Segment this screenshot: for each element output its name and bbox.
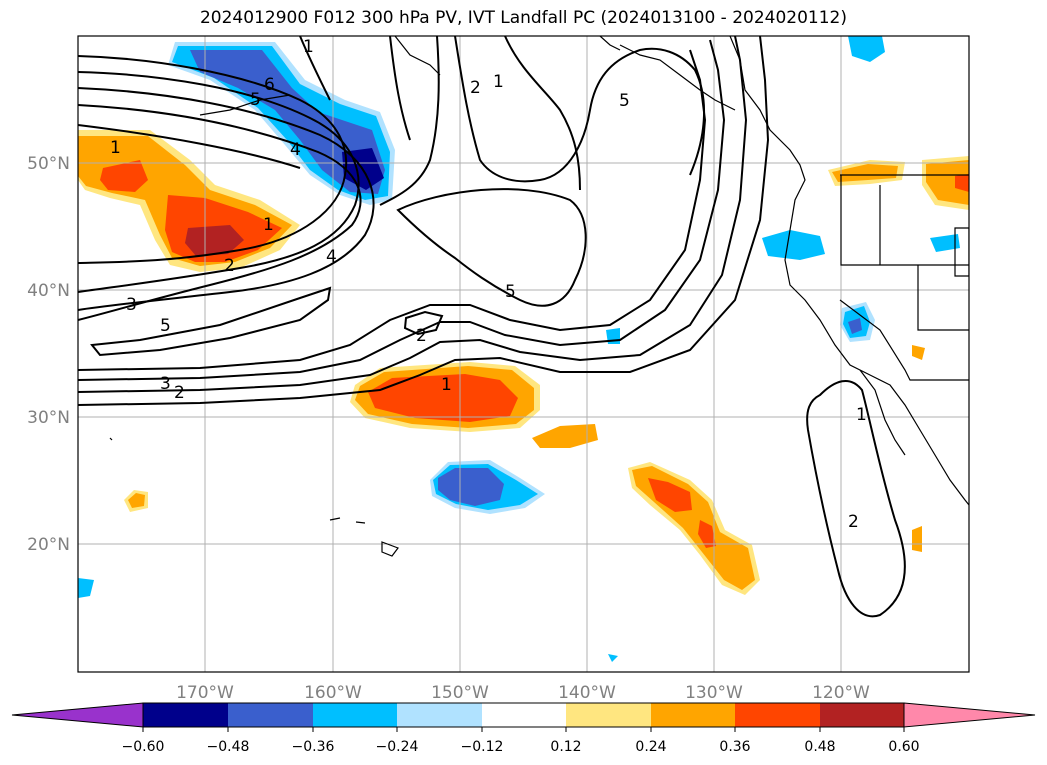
colorbar-segment <box>482 703 566 727</box>
negative-anomaly-small-north <box>848 36 885 62</box>
colorbar-segment <box>313 703 397 727</box>
lon-tick: 150°W <box>431 683 489 703</box>
colorbar-tick-label: −0.60 <box>122 739 165 755</box>
negative-anomaly-hawaii <box>430 460 545 514</box>
positive-anomaly-southeast <box>628 462 760 595</box>
colorbar-tick-label: 0.60 <box>888 739 919 755</box>
lon-tick: 160°W <box>304 683 362 703</box>
contour-label: 2 <box>174 383 185 403</box>
contour-label: 1 <box>856 405 867 425</box>
pv-contour-labels: 1 6 5 4 1 2 4 3 5 1 2 3 2 1 5 2 1 5 1 2 <box>110 37 867 532</box>
longitude-labels: 170°W 160°W 150°W 140°W 130°W 120°W <box>176 683 870 703</box>
pv-contours <box>78 36 906 618</box>
colorbar-extend-high <box>903 702 1036 728</box>
colorbar-tick-label: 0.24 <box>635 739 666 755</box>
contour-label: 2 <box>470 78 481 98</box>
colorbar: −0.60 −0.48 −0.36 −0.24 −0.12 0.12 0.24 … <box>11 702 1036 755</box>
contour-label: 1 <box>110 138 121 158</box>
map-title: 2024012900 F012 300 hPa PV, IVT Landfall… <box>199 8 847 28</box>
contour-label: 1 <box>303 37 314 57</box>
lat-tick: 50°N <box>27 154 70 174</box>
colorbar-tick-label: −0.24 <box>376 739 419 755</box>
coastlines <box>109 36 969 557</box>
map-frame <box>77 35 970 673</box>
contour-label: 1 <box>263 215 274 235</box>
colorbar-segment <box>651 703 735 727</box>
contour-label: 1 <box>441 375 452 395</box>
lat-tick: 30°N <box>27 408 70 428</box>
lon-tick: 140°W <box>558 683 616 703</box>
lon-tick: 170°W <box>176 683 234 703</box>
lon-tick: 120°W <box>812 683 870 703</box>
contour-label: 5 <box>619 91 630 111</box>
colorbar-extend-low <box>11 702 144 728</box>
contour-label: 5 <box>505 282 516 302</box>
contour-label: 6 <box>264 75 275 95</box>
contour-label: 4 <box>326 247 337 267</box>
colorbar-tick-label: 0.12 <box>550 739 581 755</box>
positive-anomaly-central <box>350 362 540 432</box>
colorbar-tick-label: 0.36 <box>719 739 750 755</box>
latitude-labels: 50°N 40°N 30°N 20°N <box>27 154 70 555</box>
colorbar-segment <box>820 703 904 727</box>
contour-label: 2 <box>416 326 427 346</box>
contour-label: 4 <box>290 140 301 160</box>
map-background <box>78 36 969 672</box>
contour-label: 2 <box>848 512 859 532</box>
negative-anomaly-oregon <box>762 230 825 260</box>
colorbar-tick-label: −0.48 <box>207 739 250 755</box>
colorbar-segment <box>735 703 820 727</box>
colorbar-segment <box>228 703 313 727</box>
contour-label: 3 <box>126 295 137 315</box>
contour-label: 5 <box>160 316 171 336</box>
positive-anomaly-northwest <box>78 130 300 272</box>
colorbar-tick-label: −0.12 <box>461 739 504 755</box>
contour-label: 3 <box>160 374 171 394</box>
lat-tick: 40°N <box>27 281 70 301</box>
colorbar-segment <box>143 703 228 727</box>
negative-anomaly-west-edge <box>78 578 94 598</box>
contour-label: 2 <box>224 256 235 276</box>
contour-label: 5 <box>250 90 261 110</box>
positive-anomaly-small-1 <box>532 424 598 448</box>
contour-label: 1 <box>493 72 504 92</box>
colorbar-tick-label: 0.48 <box>804 739 835 755</box>
colorbar-segment <box>397 703 482 727</box>
lat-tick: 20°N <box>27 535 70 555</box>
colorbar-segment <box>566 703 651 727</box>
colorbar-tick-label: −0.36 <box>292 739 335 755</box>
lon-tick: 130°W <box>685 683 743 703</box>
